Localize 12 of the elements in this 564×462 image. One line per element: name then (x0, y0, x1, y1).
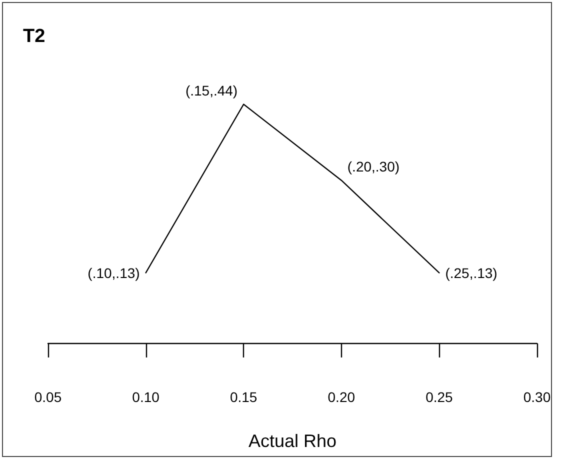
x-tick-label: 0.05 (34, 389, 62, 405)
x-tick-label: 0.30 (523, 389, 551, 405)
data-label: (.20,.30) (347, 158, 400, 174)
data-label: (.25,.13) (445, 264, 498, 281)
x-tick-label: 0.10 (132, 389, 160, 405)
chart-title: T2 (23, 26, 46, 47)
x-tick-label: 0.25 (426, 389, 454, 405)
x-tick-label: 0.15 (230, 389, 258, 405)
data-label: (.15,.44) (185, 82, 238, 98)
x-axis-title: Actual Rho (248, 431, 337, 451)
x-tick-label: 0.20 (328, 389, 356, 405)
data-label: (.10,.13) (88, 264, 140, 281)
